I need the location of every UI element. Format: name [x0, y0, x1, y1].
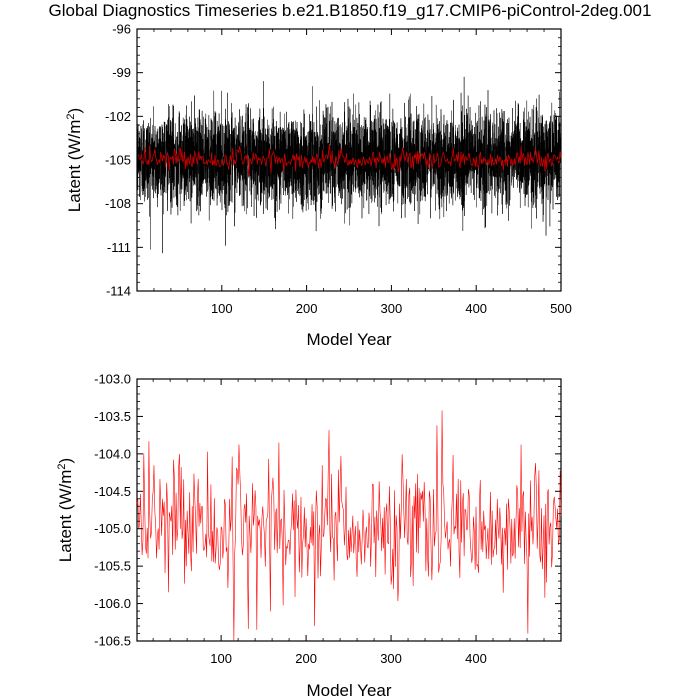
top-xtick-label: 100: [211, 301, 233, 316]
bottom-xtick-label: 100: [210, 651, 232, 666]
top-xtick-label: 400: [465, 301, 487, 316]
top-ytick-label: -96: [112, 22, 131, 37]
bottom-y-label-close: ): [56, 458, 75, 464]
bottom-x-axis-label: Model Year: [306, 681, 391, 700]
top-chart: -96 -99 -102 -105 -108 -111 -114 100 200 300 400 50…: [65, 22, 572, 350]
bottom-xtick-label: 200: [295, 651, 317, 666]
bottom-ytick-label: -104.0: [94, 446, 131, 461]
top-axis-ticks: -96 -99 -102 -105 -108 -111 -114 100 200 300 400 50…: [105, 22, 572, 317]
top-ytick-label: -102: [105, 109, 131, 124]
bottom-annual-series-line: [136, 410, 562, 642]
top-monthly-series-line: [136, 76, 562, 254]
top-ytick-label: -111: [107, 240, 131, 255]
chart-title: Global Diagnostics Timeseries b.e21.B185…: [48, 1, 652, 20]
top-xtick-label: 200: [296, 301, 318, 316]
bottom-ytick-label: -106.5: [94, 634, 131, 649]
bottom-ytick-label: -103.0: [94, 372, 131, 387]
bottom-xtick-label: 300: [380, 651, 402, 666]
top-y-axis-label: Latent (W/m2): [65, 108, 84, 212]
bottom-ytick-label: -103.5: [94, 409, 131, 424]
top-y-label-sup: 2: [65, 113, 77, 119]
top-ytick-label: -114: [106, 284, 131, 299]
top-x-axis-label: Model Year: [306, 330, 391, 349]
bottom-xtick-label: 400: [465, 651, 487, 666]
bottom-ytick-label: -105.5: [94, 559, 131, 574]
top-xtick-label: 300: [381, 301, 403, 316]
bottom-ytick-label: -105.0: [94, 521, 131, 536]
bottom-y-label-sup: 2: [56, 463, 68, 469]
top-xtick-label: 500: [550, 301, 572, 316]
top-ytick-label: -99: [112, 65, 131, 80]
bottom-series-group: [136, 410, 562, 642]
bottom-y-label-main: Latent (W/m: [56, 470, 75, 563]
top-ytick-label: -108: [105, 196, 131, 211]
bottom-chart: -103.0 -103.5 -104.0 -104.5 -105.0 -105.5 -106…: [56, 372, 562, 700]
bottom-y-axis-label: Latent (W/m2): [56, 458, 75, 562]
top-annual-series-line: [137, 143, 562, 177]
bottom-ytick-label: -106.0: [94, 596, 131, 611]
bottom-ytick-label: -104.5: [94, 484, 131, 499]
top-y-label-close: ): [65, 108, 84, 114]
top-series-group: [136, 76, 562, 254]
top-ytick-label: -105: [105, 153, 131, 168]
top-y-label-main: Latent (W/m: [65, 120, 84, 213]
bottom-axis-ticks: -103.0 -103.5 -104.0 -104.5 -105.0 -105.5 -106…: [94, 372, 561, 666]
